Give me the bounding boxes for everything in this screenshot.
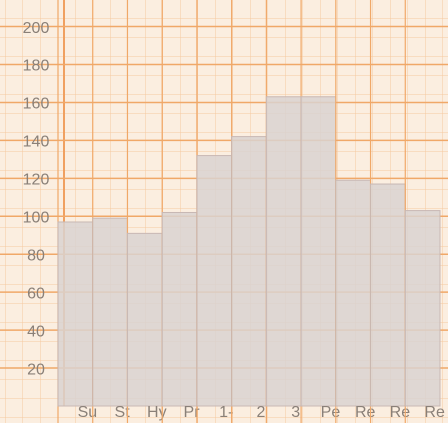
x-tick-label: Re bbox=[390, 404, 411, 421]
bar bbox=[196, 155, 233, 407]
y-tick-label: 140 bbox=[23, 134, 50, 151]
x-tick-label: Pr bbox=[184, 404, 201, 421]
y-tick-label: 80 bbox=[27, 247, 45, 264]
x-tick-label: Re bbox=[355, 404, 376, 421]
bar bbox=[300, 96, 337, 407]
x-tick-label: Hy bbox=[147, 404, 167, 421]
bar bbox=[57, 221, 94, 407]
y-tick-label: 200 bbox=[23, 20, 50, 37]
x-tick-label: 2 bbox=[257, 404, 266, 421]
bar bbox=[404, 210, 441, 407]
x-tick-label: Su bbox=[78, 404, 98, 421]
bar bbox=[335, 179, 372, 407]
x-tick-label: St bbox=[115, 404, 131, 421]
x-tick-label: Pe bbox=[321, 404, 341, 421]
bar bbox=[161, 211, 198, 407]
bar bbox=[231, 136, 267, 407]
x-tick-label: 1- bbox=[219, 404, 233, 421]
y-tick-label: 100 bbox=[23, 209, 50, 226]
bar bbox=[370, 183, 406, 407]
y-tick-label: 160 bbox=[23, 96, 50, 113]
y-tick-label: 120 bbox=[23, 172, 50, 189]
y-tick-label: 60 bbox=[27, 285, 45, 302]
x-tick-label: 3 bbox=[291, 404, 300, 421]
bar bbox=[92, 217, 128, 407]
y-tick-label: 20 bbox=[27, 361, 45, 378]
y-tick-label: 180 bbox=[23, 58, 50, 75]
bar bbox=[126, 232, 163, 407]
x-tick-label: Re bbox=[424, 404, 445, 421]
bar bbox=[265, 96, 302, 407]
y-tick-label: 40 bbox=[27, 323, 45, 340]
